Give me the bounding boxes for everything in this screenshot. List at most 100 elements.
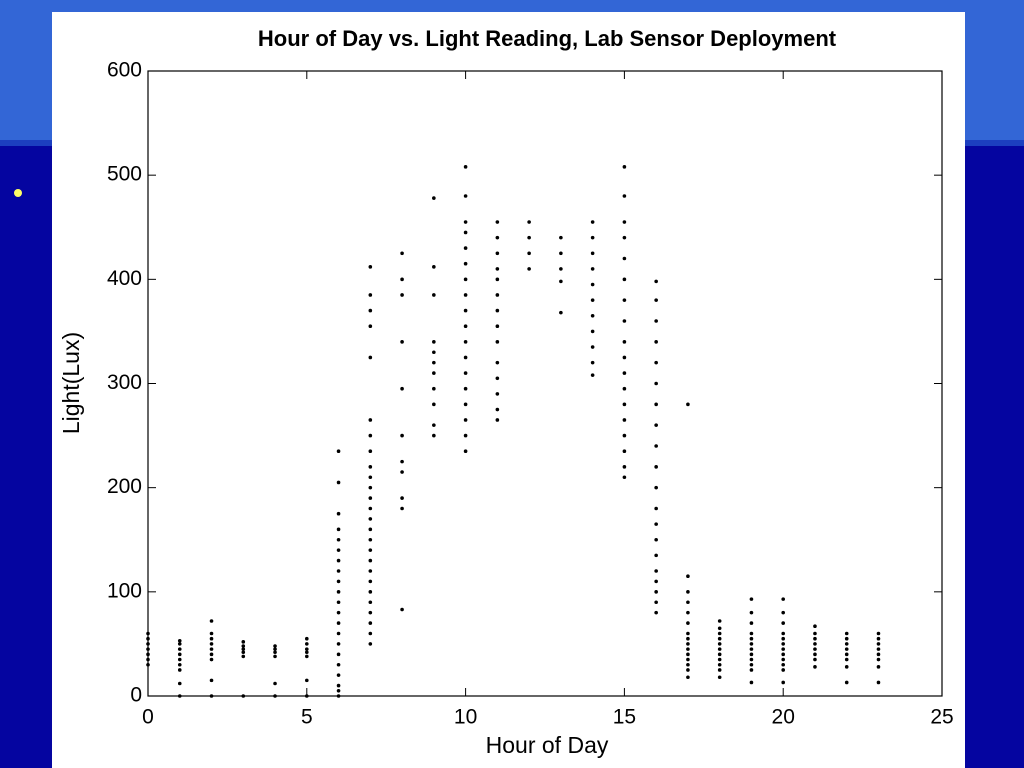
point (273, 647, 277, 651)
point (749, 610, 754, 615)
point (686, 636, 690, 641)
point (495, 267, 500, 271)
point (781, 621, 785, 625)
point (336, 600, 341, 605)
point (781, 657, 785, 662)
point (368, 621, 373, 625)
point (463, 371, 468, 375)
point (209, 694, 214, 698)
point (717, 668, 722, 672)
point (844, 665, 849, 669)
point (686, 574, 690, 579)
point (177, 638, 182, 643)
point (654, 553, 658, 558)
point (368, 569, 373, 573)
point (463, 165, 468, 169)
point (241, 644, 246, 648)
point (749, 621, 754, 625)
point (813, 636, 817, 641)
y-tick-label: 600 (107, 59, 142, 82)
point (177, 668, 182, 672)
point (463, 230, 468, 235)
point (654, 610, 658, 615)
y-tick-label: 200 (107, 475, 142, 498)
point (368, 506, 373, 511)
point (336, 662, 341, 667)
point (432, 402, 436, 407)
point (749, 631, 754, 636)
point (717, 619, 722, 623)
point (463, 418, 468, 422)
point (654, 537, 658, 542)
point (273, 650, 277, 655)
point (559, 251, 563, 256)
point (686, 642, 690, 646)
point (654, 465, 658, 469)
point (432, 340, 436, 344)
point (336, 610, 341, 615)
point (749, 680, 754, 685)
point (368, 418, 373, 422)
point (622, 371, 627, 375)
point (654, 506, 658, 511)
point (590, 329, 595, 334)
point (463, 220, 468, 224)
point (686, 402, 690, 407)
point (336, 688, 341, 693)
point (781, 597, 785, 601)
point (241, 650, 246, 655)
point (463, 261, 468, 266)
point (813, 647, 817, 651)
point (622, 298, 627, 302)
point (463, 340, 468, 344)
point (305, 650, 309, 655)
point (590, 373, 595, 377)
point (654, 569, 658, 573)
point (622, 165, 627, 169)
point (844, 642, 849, 646)
point (622, 465, 627, 469)
point (654, 381, 658, 386)
point (590, 235, 595, 240)
y-tick-label: 400 (107, 267, 142, 290)
point (368, 449, 373, 454)
point (336, 511, 341, 516)
point (749, 657, 754, 662)
point (654, 402, 658, 407)
point (813, 631, 817, 636)
point (654, 423, 658, 427)
y-tick-label: 0 (130, 684, 142, 707)
point (622, 355, 627, 360)
point (400, 506, 404, 511)
x-tick-label: 15 (613, 706, 636, 729)
x-tick-label: 5 (301, 706, 313, 729)
x-axis-label: Hour of Day (486, 732, 609, 758)
point (686, 631, 690, 636)
point (590, 298, 595, 302)
point (686, 610, 690, 615)
point (717, 642, 722, 646)
y-tick-label: 500 (107, 163, 142, 186)
point (177, 642, 182, 646)
point (146, 642, 150, 646)
point (336, 537, 341, 542)
point (400, 386, 404, 391)
point (813, 652, 817, 657)
point (590, 345, 595, 349)
point (749, 662, 754, 667)
point (305, 654, 309, 659)
point (368, 465, 373, 469)
point (717, 647, 722, 651)
point (336, 548, 341, 552)
point (209, 631, 214, 636)
point (177, 662, 182, 667)
point (622, 235, 627, 240)
point (686, 657, 690, 662)
point (527, 235, 531, 240)
point (336, 558, 341, 563)
point (654, 590, 658, 594)
point (844, 636, 849, 641)
point (749, 597, 754, 601)
point (559, 310, 563, 315)
point (654, 600, 658, 605)
